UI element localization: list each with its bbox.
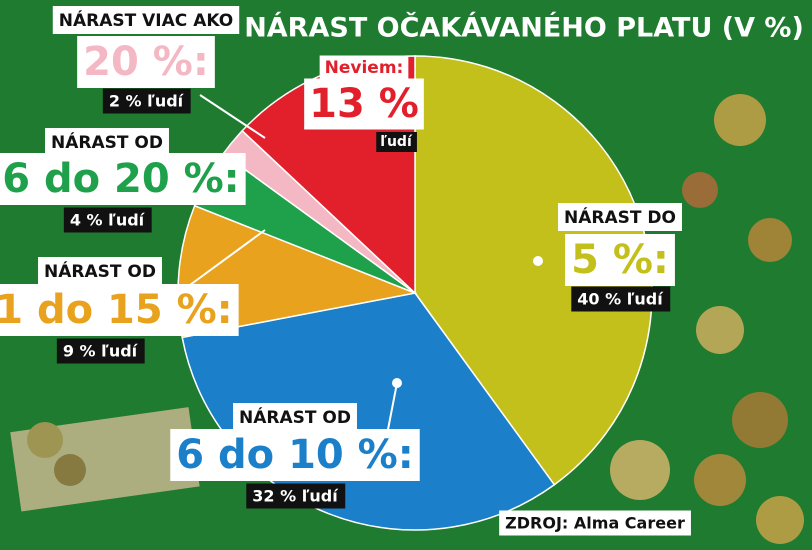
source-box: ZDROJ: Alma Career [499,510,691,536]
category-label-box: 6 do 10 %: [170,429,420,481]
value-label-bg [63,207,152,233]
value-label: 13 % [309,81,419,127]
category-label-box: 16 do 20 %: [0,153,246,205]
category-header: NÁRAST OD [44,260,156,282]
category-header: NÁRAST OD [239,406,351,428]
leader-dot [392,378,402,388]
category-label-box: 5 %: [565,234,675,286]
value-note-bg [376,132,417,152]
category-label-box: Neviem: [319,55,409,81]
value-label-bg [571,286,671,312]
source-bg [499,510,691,536]
category-header-box: NÁRAST OD [233,403,357,431]
value-label-box: 40 % ľudí [571,286,671,312]
category-header-bg [52,6,240,34]
category-label-bg [170,429,420,481]
value-label: 4 % ľudí [70,211,146,230]
source: ZDROJ: Alma Career [505,514,685,533]
category-header-box: NÁRAST OD [45,128,169,156]
labels: NÁRAST DO 5 %: 40 % ľudí NÁRAST OD 6 do 10 %… [0,6,691,536]
value-label: 40 % ľudí [577,290,664,309]
category-header-bg [45,128,169,156]
category-header-bg [558,203,682,231]
value-label: 9 % ľudí [63,342,139,361]
category-label: Neviem: [325,58,404,78]
category-label-box: 11 do 15 %: [0,284,239,336]
leader-line [189,229,266,286]
value-label: 32 % ľudí [252,487,339,506]
value-label-box: 4 % ľudí [63,207,152,233]
value-label: 2 % ľudí [109,92,185,111]
value-label-bg [246,483,346,509]
value-note: ľudí [380,134,413,150]
category-label-bg [319,55,409,81]
category-header-box: NÁRAST OD [38,257,162,285]
value-note-box: ľudí [376,132,417,152]
category-header: NÁRAST DO [564,206,676,228]
value-label-box: 13 % [304,78,424,130]
category-label: 6 do 10 %: [176,432,413,478]
category-header-bg [233,403,357,431]
coins-decoration [10,94,804,544]
category-label: 11 do 15 %: [0,287,233,333]
category-header-box: NÁRAST DO [558,203,682,231]
category-header: NÁRAST OD [51,131,163,153]
value-label-box: 32 % ľudí [246,483,346,509]
value-label-bg [56,338,145,364]
leader-line [199,94,266,139]
category-header-box: NÁRAST VIAC AKO [52,6,240,34]
category-label-bg [565,234,675,286]
chart-title: NÁRAST OČAKÁVANÉHO PLATU (V %) [244,12,804,44]
category-header: NÁRAST VIAC AKO [59,9,233,31]
value-label-bg [102,88,191,114]
category-label: 5 %: [571,237,669,283]
category-label-bg [0,284,239,336]
leader-dot [533,256,543,266]
value-label-box: 2 % ľudí [102,88,191,114]
category-label: 16 do 20 %: [0,156,240,202]
value-label-bg [304,78,424,130]
category-label-box: 20 %: [77,36,215,88]
category-label-bg [77,36,215,88]
value-label-box: 9 % ľudí [56,338,145,364]
category-label-bg [0,153,246,205]
category-header-bg [38,257,162,285]
category-label: 20 %: [83,39,209,85]
